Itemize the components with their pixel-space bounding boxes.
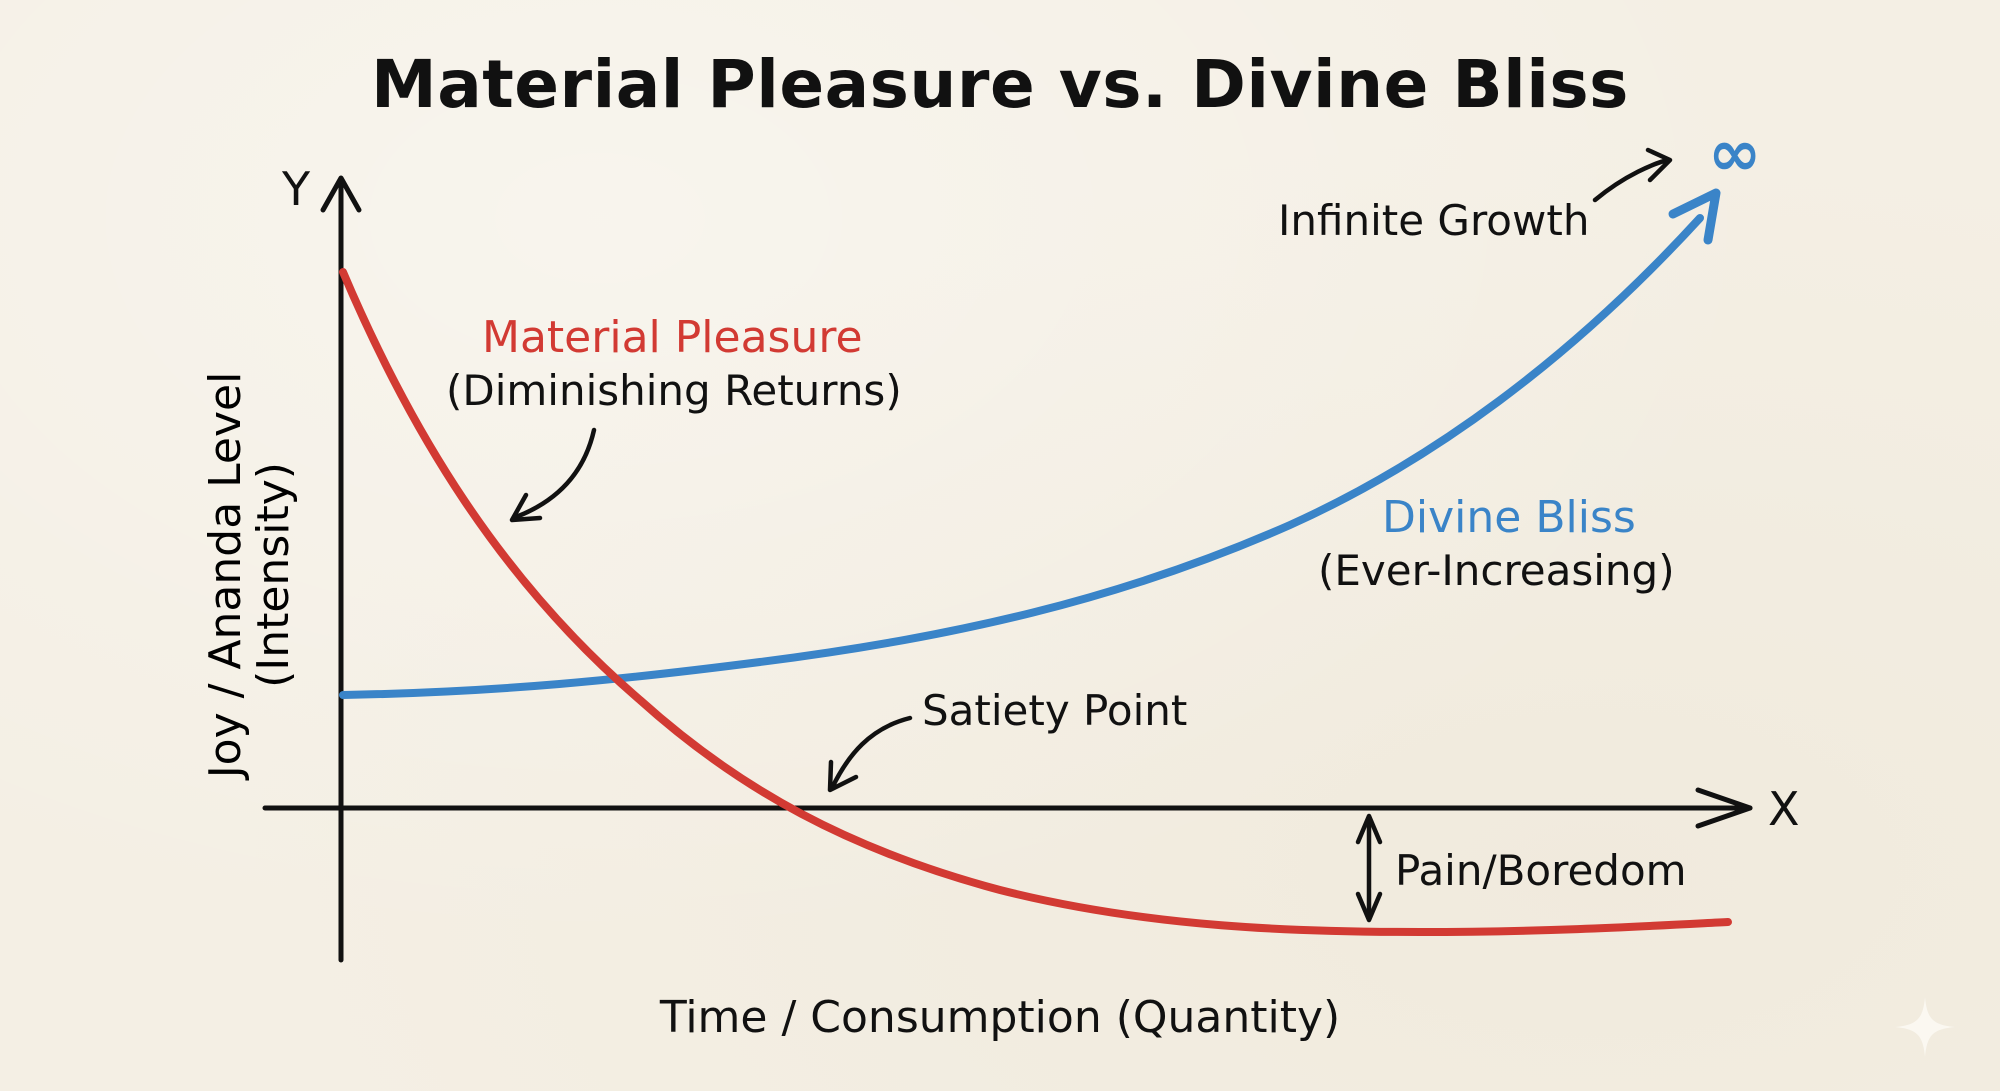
y-axis	[320, 175, 362, 963]
y-axis-label-line2: (Intensity)	[248, 462, 299, 688]
divine-bliss-note: (Ever-Increasing)	[1318, 546, 1675, 595]
pain-boredom-annotation: Pain/Boredom	[1395, 846, 1687, 895]
pain-boredom-double-arrow-icon	[1355, 813, 1383, 923]
x-axis-label: Time / Consumption (Quantity)	[659, 992, 1341, 1043]
infinite-growth-annotation: Infinite Growth	[1278, 196, 1590, 245]
y-axis-label-line1: Joy / Ananda Level	[200, 371, 251, 779]
material-pleasure-note: (Diminishing Returns)	[446, 366, 902, 415]
y-axis-arrowhead-icon	[320, 175, 362, 213]
material-pleasure-label: Material Pleasure	[482, 312, 863, 363]
x-axis-arrowhead-icon	[1695, 787, 1753, 829]
x-axis	[262, 787, 1753, 829]
material-pleasure-curve	[339, 268, 1732, 937]
satiety-point-annotation: Satiety Point	[922, 686, 1188, 735]
divine-bliss-curve	[339, 188, 1721, 699]
sparkle-watermark-icon	[1895, 997, 1955, 1057]
chart-title: Material Pleasure vs. Divine Bliss	[371, 46, 1629, 123]
satiety-point-pointer	[827, 715, 913, 793]
y-axis-letter: Y	[282, 162, 311, 216]
diminishing-returns-pointer	[509, 427, 597, 523]
infinite-growth-pointer	[1592, 147, 1673, 203]
x-axis-letter: X	[1768, 782, 1800, 836]
divine-bliss-label: Divine Bliss	[1382, 492, 1636, 543]
y-axis-label: Joy / Ananda Level (Intensity)	[200, 371, 299, 779]
infinity-symbol-icon: ∞	[1708, 117, 1762, 191]
divine-bliss-arrowhead-icon	[1668, 188, 1721, 245]
